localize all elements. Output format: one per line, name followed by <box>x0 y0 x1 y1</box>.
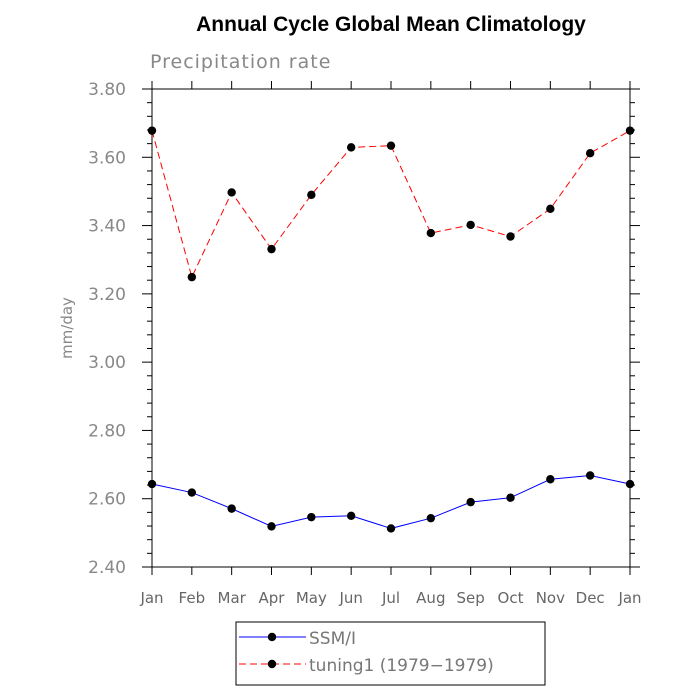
series-0-point <box>386 524 396 533</box>
y-tick-label: 2.80 <box>88 421 126 441</box>
series-1-point <box>187 272 197 282</box>
series-1-point <box>307 190 316 200</box>
series-1-point <box>227 188 236 197</box>
legend-marker-0 <box>267 632 277 642</box>
y-tick-label: 3.80 <box>88 80 126 100</box>
y-tick-label: 2.60 <box>88 490 126 510</box>
series-0-point <box>466 497 475 507</box>
series-0-point <box>585 471 595 480</box>
series-0-point <box>307 512 316 522</box>
legend: SSM/I tuning1 (1979−1979) <box>235 621 546 686</box>
x-tick-label: Jan <box>139 589 163 607</box>
series-line-0 <box>151 474 631 529</box>
series-1-point <box>546 204 555 214</box>
series-1-point <box>625 126 635 135</box>
x-tick-label: Nov <box>536 589 565 607</box>
series-1-point <box>506 232 515 241</box>
chart-title: Annual Cycle Global Mean Climatology <box>196 13 586 36</box>
x-tick-label: Apr <box>259 589 286 607</box>
y-axis-label: mm/day <box>58 297 76 359</box>
x-tick-label: Jul <box>381 589 400 607</box>
x-tick-label: Oct <box>498 589 524 607</box>
x-tick-label: Feb <box>179 589 206 607</box>
x-tick-label: Jun <box>338 589 362 607</box>
legend-label-0: SSM/I <box>309 629 356 649</box>
series-0-point <box>147 479 157 489</box>
series-1-point <box>386 141 396 150</box>
legend-label-1: tuning1 (1979−1979) <box>309 656 494 676</box>
y-tick-label: 3.40 <box>88 217 126 237</box>
y-tick-label: 3.60 <box>88 148 126 168</box>
x-tick-label: Dec <box>576 589 605 607</box>
series-0-point <box>187 488 197 497</box>
series-0-point <box>546 475 555 484</box>
series-1-point <box>585 148 595 158</box>
series-0-point <box>625 479 635 489</box>
y-tick-label: 3.00 <box>88 353 126 373</box>
series-0-point <box>346 511 356 520</box>
series-1-point <box>267 244 276 254</box>
series-0-point <box>506 493 515 502</box>
y-tick-label: 3.20 <box>88 285 126 305</box>
x-tick-label: Mar <box>218 589 247 607</box>
x-tick-label: Jan <box>617 589 641 607</box>
series-1-point <box>466 220 475 230</box>
series-1-point <box>346 143 356 152</box>
series-0-point <box>426 513 436 523</box>
legend-box <box>235 621 546 686</box>
series-0-point <box>267 522 276 531</box>
x-tick-label: Aug <box>416 589 445 607</box>
legend-marker-1 <box>267 659 277 669</box>
series-1-point <box>426 228 436 238</box>
series-0-point <box>227 504 236 513</box>
x-tick-label: May <box>296 589 327 607</box>
chart-subtitle: Precipitation rate <box>150 51 331 73</box>
series-line-1 <box>151 130 631 279</box>
series-1-point <box>147 126 157 135</box>
plot-frame <box>151 88 631 568</box>
x-tick-label: Sep <box>457 589 485 607</box>
y-tick-label: 2.40 <box>88 558 126 578</box>
